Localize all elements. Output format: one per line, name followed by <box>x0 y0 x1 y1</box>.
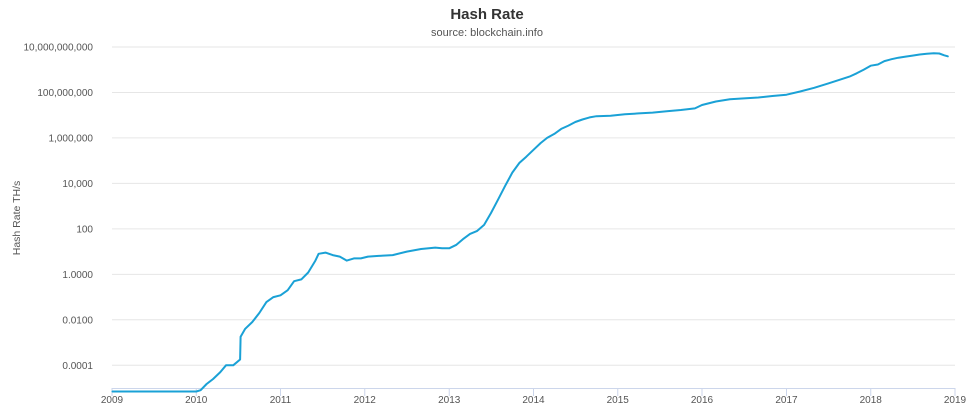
x-tick-label: 2015 <box>607 395 630 406</box>
x-tick-label: 2019 <box>944 395 967 406</box>
series-layer <box>111 52 949 393</box>
y-tick-label: 0.0001 <box>62 361 93 372</box>
x-tick-label: 2013 <box>438 395 461 406</box>
gridlines <box>112 46 955 389</box>
x-tick-label: 2010 <box>185 395 208 406</box>
y-tick-label: 10,000 <box>62 179 93 190</box>
y-tick-label: 100 <box>76 224 93 235</box>
x-tick-label: 2012 <box>354 395 377 406</box>
y-tick-label: 10,000,000,000 <box>23 43 93 54</box>
x-tick-label: 2016 <box>691 395 714 406</box>
x-tick-label: 2018 <box>860 395 883 406</box>
y-axis-ticks: 0.0001 0.0100 1.0000 100 10,000 1,000,000 100,… <box>23 43 93 372</box>
x-tick-label: 2009 <box>101 395 124 406</box>
x-tick-label: 2017 <box>775 395 798 406</box>
hash-rate-series-line <box>111 52 949 393</box>
y-tick-label: 1.0000 <box>62 270 93 281</box>
chart-title: Hash Rate <box>450 6 523 23</box>
y-axis-title: Hash Rate TH/s <box>11 181 23 256</box>
x-axis-ticks: 2009 2010 2011 2012 2013 2014 2015 2016 2017 2018… <box>101 388 967 406</box>
x-tick-label: 2011 <box>270 395 292 406</box>
y-tick-label: 0.0100 <box>62 315 93 326</box>
x-tick-label: 2014 <box>522 395 545 406</box>
chart-subtitle: source: blockchain.info <box>431 27 543 39</box>
y-tick-label: 100,000,000 <box>37 88 93 99</box>
y-tick-label: 1,000,000 <box>49 133 94 144</box>
